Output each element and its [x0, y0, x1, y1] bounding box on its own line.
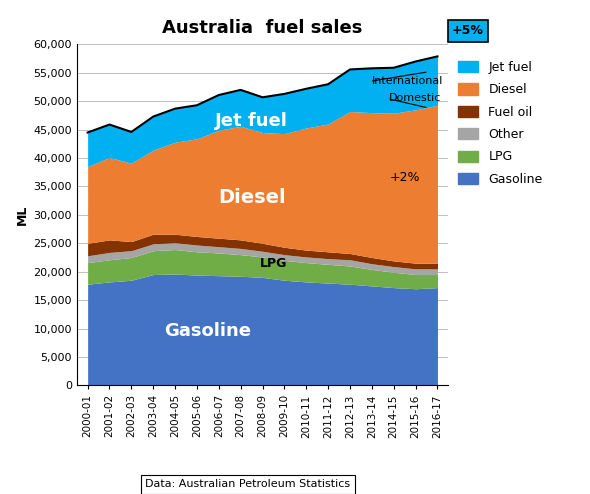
Text: +5%: +5%	[452, 24, 484, 37]
Text: LPG: LPG	[260, 257, 287, 270]
Text: Diesel: Diesel	[218, 188, 286, 207]
Text: International: International	[372, 77, 443, 86]
Legend: Jet fuel, Diesel, Fuel oil, Other, LPG, Gasoline: Jet fuel, Diesel, Fuel oil, Other, LPG, …	[458, 61, 543, 186]
Text: Gasoline: Gasoline	[165, 323, 251, 340]
Title: Australia  fuel sales: Australia fuel sales	[162, 19, 363, 38]
Text: +2%: +2%	[389, 171, 420, 184]
Y-axis label: ML: ML	[16, 205, 29, 225]
Text: Jet fuel: Jet fuel	[215, 112, 288, 130]
Text: Data: Australian Petroleum Statistics: Data: Australian Petroleum Statistics	[145, 479, 350, 489]
Text: Domestic: Domestic	[389, 93, 442, 103]
